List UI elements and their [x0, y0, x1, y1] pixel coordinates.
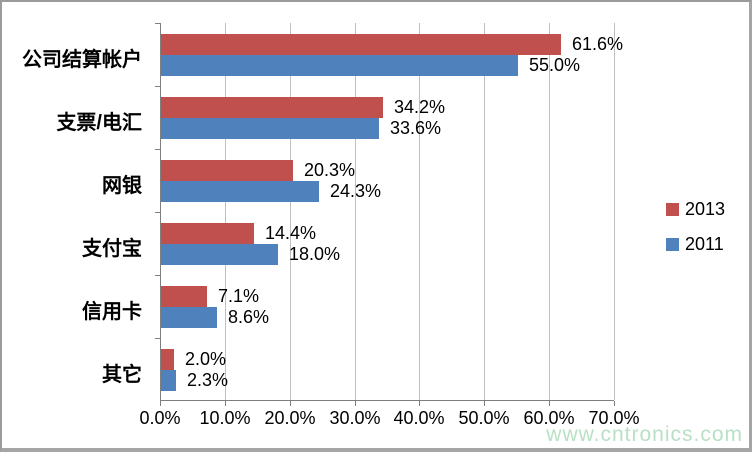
bar-2013: [161, 97, 383, 118]
data-label-2011: 18.0%: [289, 244, 341, 264]
legend-swatch-icon: [666, 238, 679, 251]
gridline: [549, 23, 550, 400]
data-label-2013: 61.6%: [572, 34, 624, 54]
data-label-2011: 33.6%: [390, 118, 442, 138]
bar-2011: [161, 244, 278, 265]
y-axis-tick: [155, 149, 160, 150]
data-label-2013: 2.0%: [185, 349, 227, 369]
x-tick-label: 0.0%: [139, 408, 181, 428]
legend-entry-2011: 2011: [666, 234, 725, 255]
bar-2013: [161, 160, 293, 181]
y-axis-tick: [155, 23, 160, 24]
y-axis-tick: [155, 275, 160, 276]
bar-2013: [161, 349, 174, 370]
x-tick-label: 30.0%: [329, 408, 381, 428]
gridline: [355, 23, 356, 400]
data-label-2013: 20.3%: [304, 160, 356, 180]
watermark-text: www.cntronics.com: [546, 423, 743, 446]
bar-2011: [161, 370, 176, 391]
gridline: [225, 23, 226, 400]
bar-2011: [161, 181, 319, 202]
category-label: 网银: [102, 175, 142, 197]
x-tick-label: 70.0%: [588, 408, 640, 428]
y-axis-tick: [155, 212, 160, 213]
category-label: 支付宝: [82, 238, 142, 260]
legend-label: 2011: [685, 234, 724, 254]
x-axis-tick-labels: 0.0% 10.0% 20.0% 30.0% 40.0% 50.0% 60.0% 70.0%: [2, 408, 749, 432]
x-axis-tick: [484, 401, 485, 406]
bar-group: 14.4% 18.0%: [161, 212, 614, 275]
bar-group: 20.3% 24.3%: [161, 149, 614, 212]
data-label-2011: 8.6%: [228, 307, 270, 327]
data-label-2011: 55.0%: [529, 55, 581, 75]
data-label-2011: 2.3%: [187, 370, 229, 390]
category-label: 信用卡: [82, 301, 142, 323]
bar-2013: [161, 286, 207, 307]
plot-area: 61.6% 55.0% 34.2% 33.6% 20.3% 24.3% 14.4% 18.0%…: [160, 23, 623, 401]
gridline: [419, 23, 420, 400]
legend-swatch-icon: [666, 203, 679, 216]
x-axis-tick: [160, 401, 161, 406]
category-label: 公司结算帐户: [22, 49, 142, 71]
bar-group: 34.2% 33.6%: [161, 86, 614, 149]
gridline: [614, 23, 615, 400]
bar-2013: [161, 34, 561, 55]
bar-group: 7.1% 8.6%: [161, 275, 614, 338]
legend-entry-2013: 2013: [666, 199, 725, 220]
x-tick-label: 40.0%: [393, 408, 445, 428]
category-label: 其它: [102, 364, 142, 386]
x-axis-tick: [419, 401, 420, 406]
x-tick-label: 50.0%: [458, 408, 510, 428]
x-tick-label: 60.0%: [523, 408, 575, 428]
legend: 2013 2011: [666, 199, 725, 269]
x-axis-tick: [290, 401, 291, 406]
bar-2013: [161, 223, 254, 244]
x-tick-label: 10.0%: [199, 408, 251, 428]
gridline: [484, 23, 485, 400]
y-axis-tick: [155, 338, 160, 339]
bar-group: 61.6% 55.0%: [161, 23, 623, 86]
data-label-2013: 14.4%: [265, 223, 317, 243]
y-axis-category-labels: 公司结算帐户支票/电汇网银支付宝信用卡其它: [2, 23, 152, 401]
bar-2011: [161, 307, 217, 328]
bar-2011: [161, 118, 379, 139]
x-axis-tick: [355, 401, 356, 406]
gridline: [290, 23, 291, 400]
bar-group: 2.0% 2.3%: [161, 338, 614, 401]
data-label-2013: 34.2%: [394, 97, 446, 117]
x-tick-label: 20.0%: [264, 408, 316, 428]
data-label-2013: 7.1%: [218, 286, 260, 306]
data-label-2011: 24.3%: [330, 181, 382, 201]
y-axis-tick: [155, 86, 160, 87]
x-axis-tick: [614, 401, 615, 406]
bar-2011: [161, 55, 518, 76]
legend-label: 2013: [685, 199, 726, 219]
x-axis-tick: [549, 401, 550, 406]
x-axis-tick: [225, 401, 226, 406]
category-label: 支票/电汇: [56, 112, 142, 134]
